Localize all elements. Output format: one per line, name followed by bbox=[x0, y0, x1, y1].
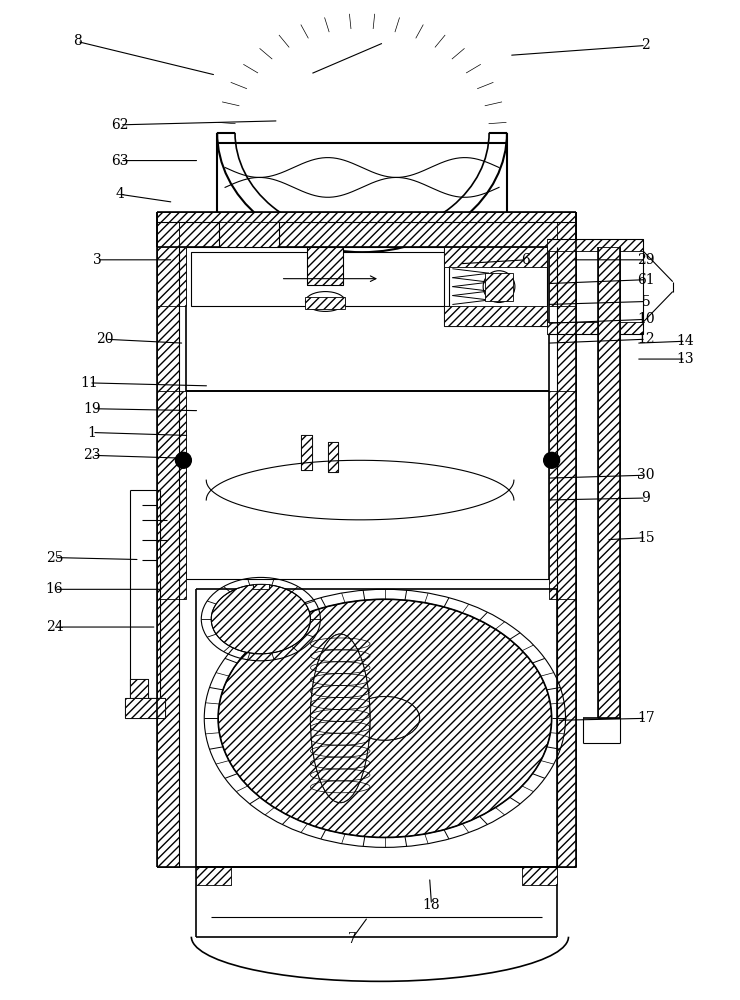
Text: 62: 62 bbox=[111, 118, 129, 132]
Text: 2: 2 bbox=[642, 38, 650, 52]
Polygon shape bbox=[218, 599, 551, 837]
Text: 19: 19 bbox=[84, 402, 101, 416]
Text: 63: 63 bbox=[111, 154, 129, 168]
Text: 30: 30 bbox=[637, 468, 655, 482]
Text: 10: 10 bbox=[637, 312, 655, 326]
Text: 9: 9 bbox=[642, 491, 650, 505]
Polygon shape bbox=[598, 247, 620, 718]
Text: 61: 61 bbox=[637, 273, 655, 287]
Polygon shape bbox=[157, 247, 186, 306]
Polygon shape bbox=[445, 247, 547, 267]
Bar bbox=[130, 679, 148, 713]
Polygon shape bbox=[547, 322, 643, 334]
Circle shape bbox=[175, 452, 192, 468]
Polygon shape bbox=[350, 697, 420, 740]
Text: 17: 17 bbox=[637, 711, 655, 725]
Text: 6: 6 bbox=[522, 253, 530, 267]
Text: 18: 18 bbox=[423, 898, 440, 912]
Text: 4: 4 bbox=[115, 187, 124, 201]
Text: 7: 7 bbox=[348, 932, 357, 946]
Bar bbox=[130, 679, 148, 713]
Polygon shape bbox=[125, 698, 164, 718]
Polygon shape bbox=[157, 391, 186, 599]
Polygon shape bbox=[445, 306, 547, 326]
Bar bbox=[329, 442, 338, 472]
Text: 8: 8 bbox=[73, 34, 81, 48]
Text: 1: 1 bbox=[87, 426, 96, 440]
Text: 16: 16 bbox=[46, 582, 63, 596]
Bar bbox=[192, 252, 449, 306]
Circle shape bbox=[544, 452, 559, 468]
Text: 13: 13 bbox=[677, 352, 694, 366]
Polygon shape bbox=[157, 212, 179, 867]
Polygon shape bbox=[253, 584, 269, 589]
Polygon shape bbox=[308, 247, 343, 285]
Polygon shape bbox=[485, 273, 513, 301]
Text: 29: 29 bbox=[637, 253, 655, 267]
Polygon shape bbox=[196, 867, 231, 885]
Text: 25: 25 bbox=[46, 551, 63, 565]
Text: 11: 11 bbox=[80, 376, 98, 390]
Text: 12: 12 bbox=[637, 332, 655, 346]
Polygon shape bbox=[306, 297, 345, 309]
Text: 23: 23 bbox=[84, 448, 101, 462]
Polygon shape bbox=[219, 222, 279, 247]
Polygon shape bbox=[548, 247, 576, 306]
Text: 15: 15 bbox=[637, 531, 655, 545]
Text: 24: 24 bbox=[46, 620, 63, 634]
Bar bbox=[300, 435, 312, 470]
Text: 14: 14 bbox=[677, 334, 694, 348]
Text: 3: 3 bbox=[92, 253, 101, 267]
Polygon shape bbox=[522, 867, 556, 885]
Polygon shape bbox=[212, 584, 311, 654]
Polygon shape bbox=[556, 222, 576, 247]
Bar bbox=[329, 442, 338, 472]
Polygon shape bbox=[548, 391, 576, 599]
Text: 20: 20 bbox=[96, 332, 114, 346]
Bar bbox=[300, 435, 312, 470]
Polygon shape bbox=[311, 634, 370, 803]
Polygon shape bbox=[157, 212, 576, 247]
Polygon shape bbox=[556, 212, 576, 867]
Polygon shape bbox=[547, 239, 643, 251]
Text: 5: 5 bbox=[642, 295, 650, 309]
